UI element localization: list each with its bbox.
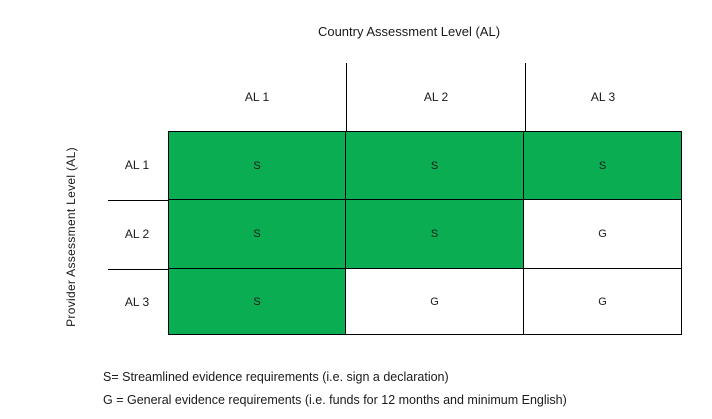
matrix-cell-r2c1: S	[169, 200, 346, 269]
matrix-cell-r1c3: S	[524, 132, 681, 200]
legend-text: S= Streamlined evidence requirements (i.…	[103, 366, 567, 412]
matrix-cell-r2c3: G	[524, 200, 681, 269]
row-header-al1: AL 1	[124, 158, 150, 172]
column-header-al3: AL 3	[590, 90, 616, 104]
row-separator-line	[108, 200, 168, 201]
matrix-cell-r3c1: S	[169, 269, 346, 334]
assessment-matrix-grid: S S S S S G S G G	[168, 131, 682, 335]
matrix-cell-r1c1: S	[169, 132, 346, 200]
matrix-cell-r1c2: S	[346, 132, 524, 200]
column-header-al1: AL 1	[244, 90, 270, 104]
row-axis-title: Provider Assessment Level (AL)	[64, 147, 78, 327]
matrix-cell-r3c3: G	[524, 269, 681, 334]
row-header-al3: AL 3	[124, 295, 150, 309]
legend-line-streamlined: S= Streamlined evidence requirements (i.…	[103, 370, 449, 384]
column-header-al2: AL 2	[423, 90, 449, 104]
matrix-cell-r2c2: S	[346, 200, 524, 269]
column-separator-line	[346, 63, 347, 131]
column-separator-line	[525, 63, 526, 131]
legend-line-general: G = General evidence requirements (i.e. …	[103, 393, 567, 407]
row-header-al2: AL 2	[124, 227, 150, 241]
column-axis-title: Country Assessment Level (AL)	[317, 24, 501, 39]
matrix-cell-r3c2: G	[346, 269, 524, 334]
row-separator-line	[108, 269, 168, 270]
